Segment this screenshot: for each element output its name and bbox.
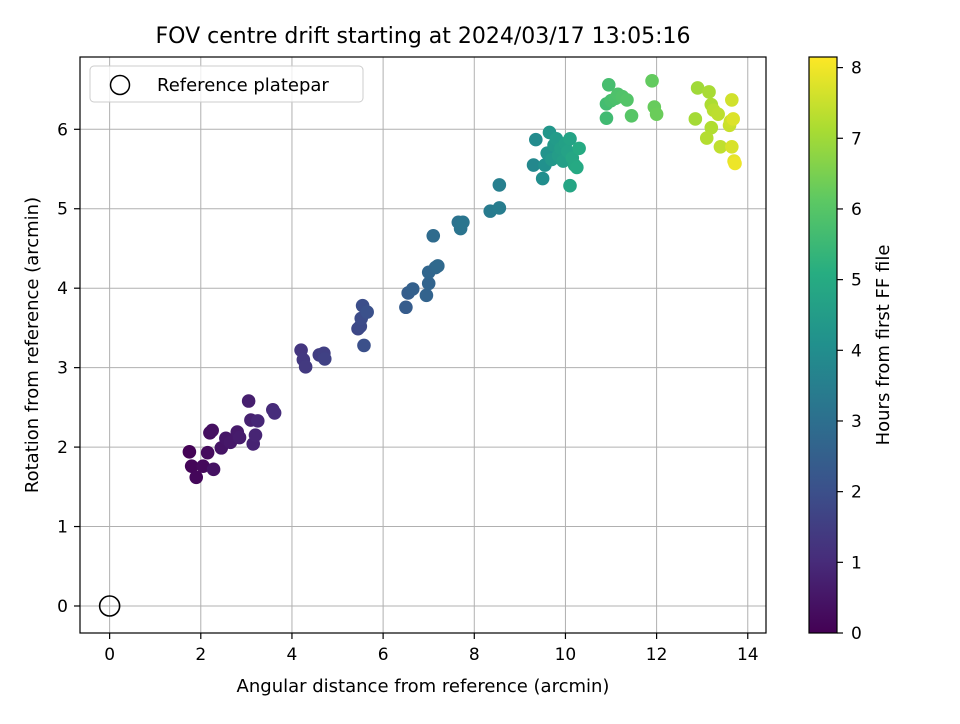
x-tick-label: 2 <box>195 645 206 665</box>
data-point <box>529 132 543 147</box>
y-tick-label: 5 <box>57 200 68 220</box>
chart-title: FOV centre drift starting at 2024/03/17 … <box>156 24 691 49</box>
data-point <box>232 430 247 445</box>
colorbar-label: Hours from first FF file <box>873 245 894 446</box>
data-point <box>563 178 577 193</box>
colorbar-tick-label: 0 <box>851 624 862 644</box>
data-point <box>713 139 728 154</box>
colorbar: 0 1 2 3 4 5 6 7 8 Hours from first FF file <box>808 56 894 644</box>
colorbar-tick-label: 4 <box>851 341 862 361</box>
colorbar-tick-label: 3 <box>851 412 862 432</box>
data-point <box>248 428 263 442</box>
data-point <box>699 131 714 145</box>
data-point <box>649 107 664 122</box>
data-point <box>704 120 719 135</box>
y-tick-label: 0 <box>57 597 68 617</box>
data-point <box>241 394 256 408</box>
y-tick-label: 4 <box>57 279 68 299</box>
legend-entry: Reference platepar <box>157 75 329 96</box>
data-point <box>298 360 313 374</box>
grid <box>80 57 766 633</box>
y-axis-ticks: 0 1 2 3 4 5 6 <box>57 120 80 617</box>
plot-frame <box>79 56 767 634</box>
data-point <box>535 171 550 186</box>
data-point <box>200 445 215 460</box>
data-point <box>317 352 332 366</box>
data-point <box>399 300 413 315</box>
data-point <box>599 111 614 125</box>
data-point <box>620 93 634 107</box>
x-tick-label: 0 <box>104 645 115 665</box>
colorbar-tick-label: 8 <box>851 59 862 79</box>
data-point <box>184 459 199 473</box>
data-point <box>426 228 441 243</box>
x-tick-label: 10 <box>555 645 577 665</box>
y-axis-label: Rotation from reference (arcmin) <box>22 197 43 493</box>
data-point <box>570 160 584 175</box>
data-point <box>526 158 541 172</box>
data-point <box>405 282 420 296</box>
x-tick-label: 4 <box>287 645 298 665</box>
data-point <box>206 462 221 477</box>
data-point <box>431 259 445 273</box>
data-point <box>456 215 470 230</box>
colorbar-tick-label: 5 <box>851 271 862 291</box>
data-point <box>601 78 616 92</box>
data-point <box>728 156 742 171</box>
data-point <box>726 112 740 126</box>
data-point <box>690 81 705 95</box>
data-point <box>492 178 507 192</box>
data-point <box>250 414 265 428</box>
x-tick-label: 12 <box>646 645 668 665</box>
legend: Reference platepar <box>89 65 364 103</box>
data-point <box>572 141 586 156</box>
colorbar-ticks: 0 1 2 3 4 5 6 7 8 <box>837 59 862 644</box>
data-point <box>725 139 739 154</box>
y-tick-label: 3 <box>57 359 68 379</box>
x-tick-label: 14 <box>737 645 759 665</box>
y-tick-label: 2 <box>57 438 68 458</box>
data-point <box>189 470 204 485</box>
colorbar-tick-label: 2 <box>851 483 862 503</box>
x-tick-label: 6 <box>378 645 389 665</box>
data-point <box>419 288 434 303</box>
y-tick-label: 1 <box>57 518 68 538</box>
x-axis-ticks: 0 2 4 6 8 10 12 14 <box>104 633 759 665</box>
data-point <box>711 107 725 122</box>
data-point <box>645 74 659 88</box>
y-tick-label: 6 <box>57 120 68 140</box>
data-point <box>421 276 436 291</box>
data-point <box>563 132 577 146</box>
data-point <box>196 459 210 473</box>
data-point <box>492 201 507 215</box>
colorbar-tick-label: 7 <box>851 129 862 149</box>
data-point <box>357 338 371 353</box>
colorbar-gradient <box>808 56 838 634</box>
data-point <box>624 108 639 123</box>
scatter-points <box>182 74 742 485</box>
data-point <box>360 305 374 319</box>
data-point <box>725 93 739 107</box>
data-point <box>205 423 219 438</box>
data-point <box>702 85 716 99</box>
colorbar-tick-label: 6 <box>851 200 862 220</box>
colorbar-tick-label: 1 <box>851 553 862 573</box>
x-axis-label: Angular distance from reference (arcmin) <box>237 676 610 697</box>
data-point <box>688 112 703 126</box>
reference-marker <box>98 595 121 617</box>
data-point <box>182 445 197 459</box>
legend-box <box>89 65 364 103</box>
reference-point <box>98 595 121 617</box>
data-point <box>267 406 282 420</box>
legend-marker-open-circle <box>109 74 131 96</box>
x-tick-label: 8 <box>469 645 480 665</box>
